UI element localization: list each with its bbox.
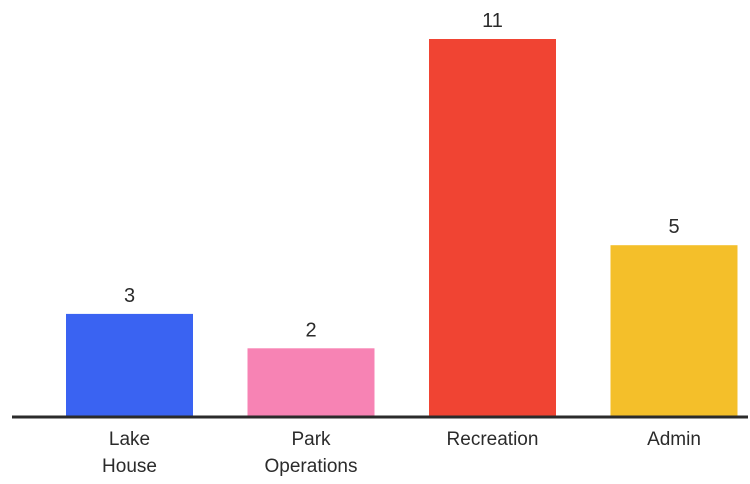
category-label-2-line-0: Recreation	[447, 429, 539, 450]
value-labels: 3 2 11 5	[124, 10, 680, 341]
category-label-1-line-1: Operations	[265, 456, 358, 477]
category-label-2: Recreation	[447, 429, 539, 450]
value-label-1: 2	[305, 319, 316, 341]
bar-1	[247, 348, 375, 417]
category-label-1-line-0: Park	[291, 429, 331, 450]
category-label-0: Lake House	[102, 429, 157, 477]
bar-0	[66, 313, 193, 417]
category-label-3: Admin	[647, 429, 701, 450]
value-label-2: 11	[482, 10, 503, 32]
category-label-0-line-1: House	[102, 456, 157, 477]
bars	[66, 39, 738, 417]
category-label-0-line-0: Lake	[109, 429, 150, 450]
bar-3	[610, 245, 738, 417]
category-label-1: Park Operations	[265, 429, 358, 477]
value-label-0: 3	[124, 285, 135, 307]
category-label-3-line-0: Admin	[647, 429, 701, 450]
bar-2	[429, 39, 556, 417]
value-label-3: 5	[668, 216, 679, 238]
category-labels: Lake House Park Operations Recreation Admin	[102, 429, 701, 477]
